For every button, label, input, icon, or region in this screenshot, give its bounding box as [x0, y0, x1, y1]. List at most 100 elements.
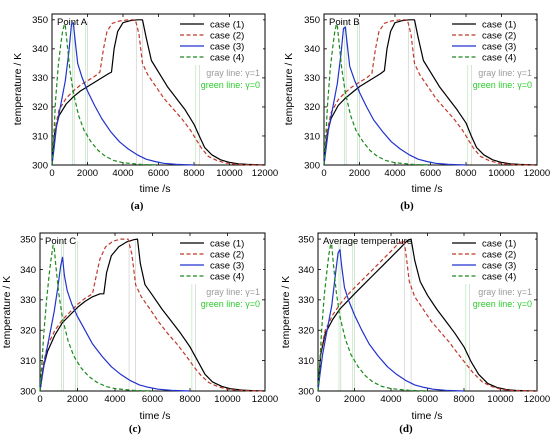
legend-background: [177, 236, 263, 284]
x-tick-label: 10000: [214, 394, 240, 405]
legend-background: [449, 236, 535, 284]
y-tick-label: 310: [20, 356, 36, 367]
legend-label-case-1: case (1): [482, 19, 516, 30]
x-tick-label: 6000: [417, 394, 438, 405]
y-axis-label: temperature / K: [283, 53, 295, 125]
series-line-case-4: [317, 243, 428, 392]
chart-panel-2: 0 2000 4000 6000 8000 10000 12000 300 310 320 330 3…: [283, 13, 550, 212]
x-tick-label: 6000: [148, 168, 169, 179]
y-tick-label: 350: [298, 234, 314, 245]
x-tick-label: 4000: [380, 394, 401, 405]
legend-background: [177, 17, 263, 65]
x-tick-label: 12000: [524, 168, 550, 179]
note-text-2: green line: γ=0: [473, 80, 532, 90]
series-line-case-2: [317, 240, 538, 392]
x-axis-label: time /s: [140, 183, 171, 195]
x-tick-label: 6000: [420, 168, 441, 179]
legend-label-case-4: case (4): [210, 271, 244, 282]
x-tick-label: 8000: [183, 168, 204, 179]
y-tick-label: 310: [298, 356, 314, 367]
legend-label-case-4: case (4): [482, 52, 516, 63]
chart-panel-3: 0 2000 4000 6000 8000 10000 12000 300 310 320 330 3…: [1, 232, 278, 435]
panel-caption: (b): [400, 200, 414, 212]
x-tick-label: 4000: [112, 168, 133, 179]
x-tick-label: 2000: [67, 394, 88, 405]
legend-label-case-3: case (3): [482, 41, 516, 52]
y-tick-label: 330: [20, 295, 36, 306]
x-axis-label: time /s: [412, 410, 443, 422]
y-axis-label: temperature / K: [280, 276, 292, 348]
series-line-case-4: [323, 23, 431, 166]
note-text-1: gray line: γ=1: [478, 287, 532, 297]
series-line-case-3: [317, 249, 465, 392]
series-line-case-2: [39, 238, 266, 392]
legend-label-case-1: case (1): [482, 238, 516, 249]
series-line-case-3: [51, 22, 195, 166]
x-tick-label: 8000: [453, 394, 474, 405]
series-line-case-2: [323, 19, 537, 166]
x-tick-label: 12000: [252, 394, 278, 405]
y-tick-label: 330: [304, 73, 320, 84]
plot-title: Point B: [329, 17, 360, 28]
y-tick-label: 350: [32, 15, 48, 26]
y-tick-label: 340: [304, 44, 320, 55]
x-tick-label: 0: [37, 394, 42, 405]
note-text-1: gray line: γ=1: [478, 68, 532, 78]
series-line-case-1: [317, 238, 538, 392]
legend-label-case-3: case (3): [482, 260, 516, 271]
y-tick-label: 350: [304, 15, 320, 26]
series-line-case-1: [51, 19, 266, 166]
series-line-case-2: [51, 19, 265, 166]
y-tick-label: 350: [20, 234, 36, 245]
plot-title: Point C: [45, 236, 76, 247]
panel-caption: (d): [399, 423, 413, 435]
y-tick-label: 320: [32, 102, 48, 113]
x-tick-label: 4000: [384, 168, 405, 179]
x-tick-label: 6000: [142, 394, 163, 405]
chart-panel-4: 0 2000 4000 6000 8000 10000 12000 300 310 320 330 3…: [280, 232, 550, 435]
x-tick-label: 2000: [77, 168, 98, 179]
series-line-case-3: [323, 26, 467, 166]
plot-title: Average temperature: [323, 236, 412, 247]
legend-background: [449, 17, 535, 65]
x-tick-label: 0: [321, 168, 326, 179]
y-tick-label: 340: [32, 44, 48, 55]
y-axis-label: temperature / K: [1, 276, 13, 348]
x-tick-label: 10000: [488, 168, 514, 179]
legend-label-case-2: case (2): [482, 30, 516, 41]
series-line-case-1: [39, 238, 266, 392]
x-tick-label: 12000: [252, 168, 278, 179]
panel-caption: (a): [131, 200, 144, 212]
legend-label-case-2: case (2): [482, 249, 516, 260]
x-axis-label: time /s: [412, 183, 443, 195]
y-tick-label: 340: [298, 265, 314, 276]
y-tick-label: 330: [32, 73, 48, 84]
y-tick-label: 300: [32, 160, 48, 171]
panel-caption: (c): [129, 423, 142, 435]
x-tick-label: 0: [315, 394, 320, 405]
note-text-2: green line: γ=0: [201, 80, 260, 90]
series-line-case-3: [39, 256, 191, 392]
legend-label-case-1: case (1): [210, 238, 244, 249]
y-tick-label: 300: [298, 386, 314, 397]
y-tick-label: 340: [20, 265, 36, 276]
note-text-1: gray line: γ=1: [206, 287, 260, 297]
note-text-2: green line: γ=0: [473, 299, 532, 309]
x-axis-label: time /s: [140, 410, 171, 422]
y-tick-label: 330: [298, 295, 314, 306]
y-tick-label: 310: [304, 131, 320, 142]
x-tick-label: 10000: [487, 394, 513, 405]
legend-label-case-1: case (1): [210, 19, 244, 30]
legend-label-case-2: case (2): [210, 30, 244, 41]
legend-label-case-4: case (4): [210, 52, 244, 63]
x-tick-label: 8000: [179, 394, 200, 405]
x-tick-label: 2000: [349, 168, 370, 179]
legend-label-case-3: case (3): [210, 260, 244, 271]
note-text-1: gray line: γ=1: [206, 68, 260, 78]
y-tick-label: 300: [20, 386, 36, 397]
series-line-case-1: [323, 19, 538, 166]
legend-label-case-3: case (3): [210, 41, 244, 52]
y-tick-label: 320: [304, 102, 320, 113]
y-tick-label: 320: [298, 326, 314, 337]
